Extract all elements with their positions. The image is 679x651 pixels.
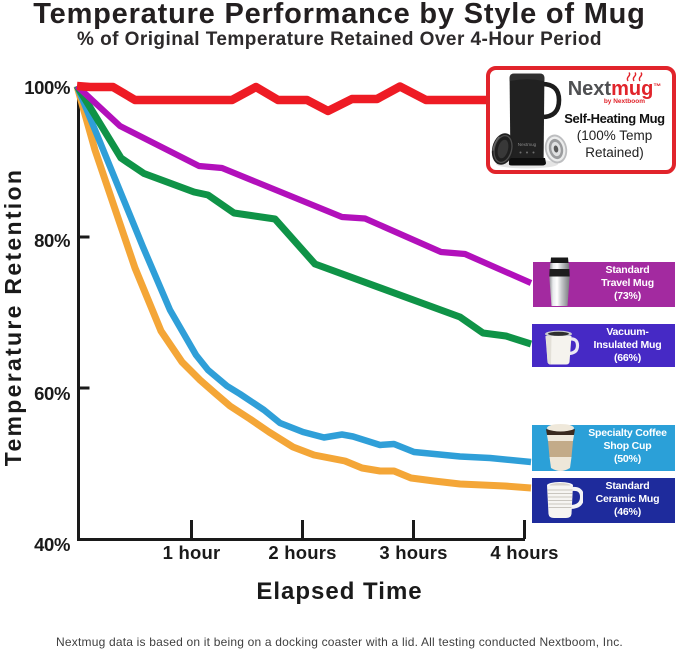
svg-text:Nextmug: Nextmug (518, 142, 537, 147)
